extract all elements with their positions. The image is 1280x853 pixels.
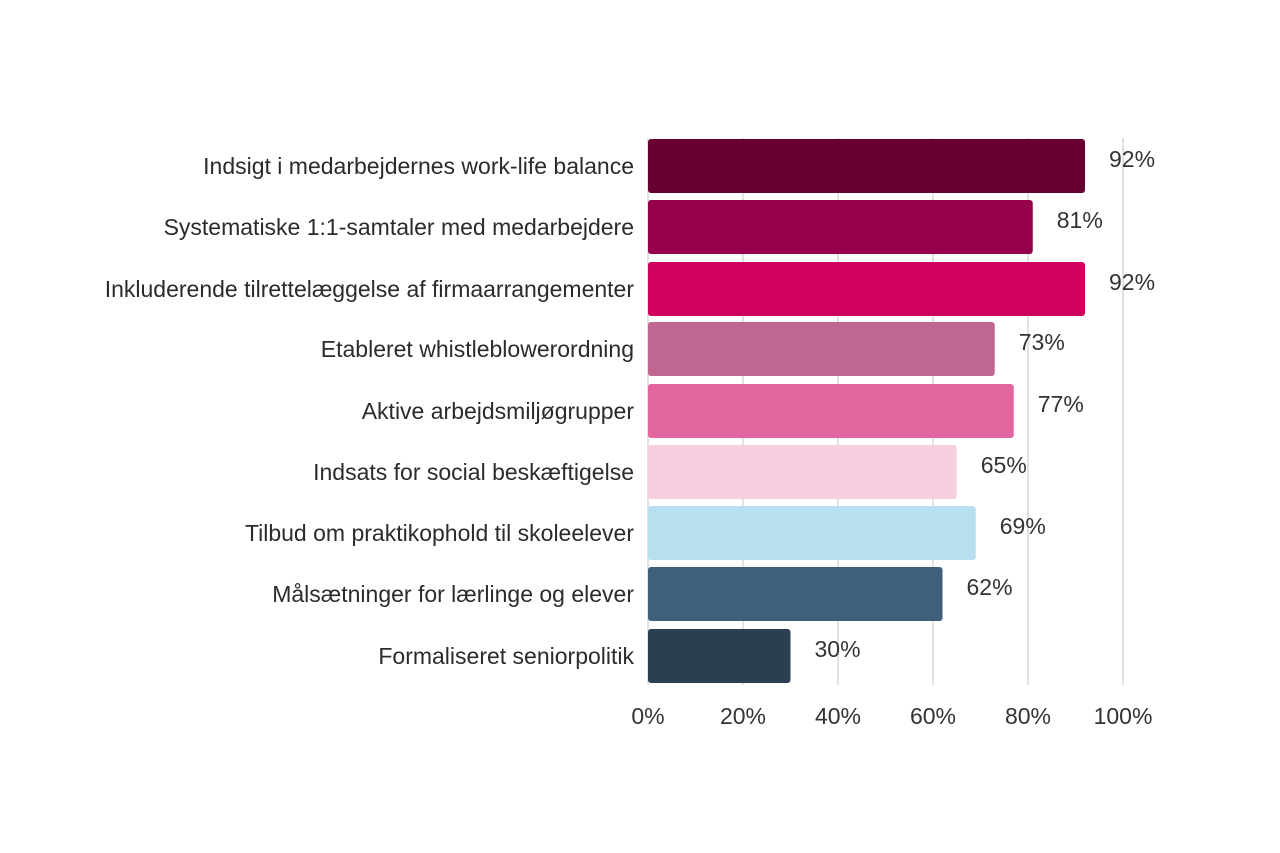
category-label: Indsigt i medarbejdernes work-life balan… (203, 153, 634, 179)
value-label: 92% (1109, 146, 1155, 172)
bar (648, 567, 943, 621)
bar (648, 384, 1014, 438)
category-label: Målsætninger for lærlinge og elever (272, 581, 634, 607)
value-label: 62% (967, 574, 1013, 600)
value-label: 65% (981, 452, 1027, 478)
category-labels: Indsigt i medarbejdernes work-life balan… (105, 153, 635, 669)
value-label: 30% (815, 636, 861, 662)
value-label: 92% (1109, 269, 1155, 295)
value-labels: 92% 81% 92% 73% 77% 65% 69% 62% 30% (815, 146, 1156, 662)
category-label: Systematiske 1:1-samtaler med medarbejde… (164, 214, 634, 240)
x-tick-label: 40% (815, 703, 861, 729)
bar (648, 200, 1033, 254)
bar (648, 445, 957, 499)
value-label: 77% (1038, 391, 1084, 417)
category-label: Inkluderende tilrettelæggelse af firmaar… (105, 276, 635, 302)
x-tick-label: 80% (1005, 703, 1051, 729)
category-label: Aktive arbejdsmiljøgrupper (362, 398, 635, 424)
value-label: 81% (1057, 207, 1103, 233)
category-label: Formaliseret seniorpolitik (378, 643, 634, 669)
x-tick-label: 0% (631, 703, 664, 729)
category-label: Tilbud om praktikophold til skoleelever (245, 520, 634, 546)
category-label: Indsats for social beskæftigelse (313, 459, 634, 485)
bar (648, 506, 976, 560)
value-label: 73% (1019, 329, 1065, 355)
value-label: 69% (1000, 513, 1046, 539)
x-axis-ticks: 0% 20% 40% 60% 80% 100% (631, 703, 1152, 729)
category-label: Etableret whistleblowerordning (321, 336, 634, 362)
bars-group (648, 139, 1085, 683)
bar (648, 322, 995, 376)
bar (648, 262, 1085, 316)
x-tick-label: 100% (1094, 703, 1153, 729)
bar (648, 629, 791, 683)
x-tick-label: 20% (720, 703, 766, 729)
x-tick-label: 60% (910, 703, 956, 729)
bar (648, 139, 1085, 193)
